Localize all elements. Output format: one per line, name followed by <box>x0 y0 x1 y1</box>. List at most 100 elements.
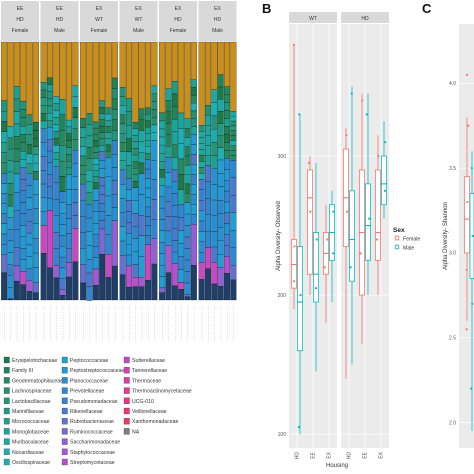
bar-segment <box>53 96 60 104</box>
bar-segment <box>72 202 79 216</box>
bar-segment <box>59 41 66 100</box>
bar-segment <box>190 102 197 112</box>
bar-segment <box>86 135 93 148</box>
bar-segment <box>32 282 39 293</box>
bar-segment <box>230 111 237 117</box>
bar-segment <box>80 215 87 233</box>
bar-segment <box>40 142 47 157</box>
bar-segment <box>217 135 224 148</box>
legend-swatch <box>3 448 10 455</box>
legend-label: Xanthomonadaceae <box>132 419 179 425</box>
legend-label: Saccharimonadaceae <box>70 440 120 446</box>
bar-segment <box>86 181 93 194</box>
bar-segment <box>26 173 33 186</box>
bar-segment <box>1 131 8 143</box>
bar-segment <box>145 216 151 227</box>
bar-segment <box>178 289 185 301</box>
bar-segment <box>111 154 118 168</box>
bar-segment <box>217 86 224 100</box>
facet-strip-label-2: WT <box>135 17 143 23</box>
bar-segment <box>132 128 139 136</box>
bar-segment <box>72 117 79 129</box>
bar-segment <box>145 187 151 198</box>
bar-segment <box>198 220 205 232</box>
bar-segment <box>47 186 53 199</box>
legend-label: Erysipelotrichaceae <box>12 358 57 364</box>
bar-segment <box>1 162 8 174</box>
bar-segment <box>40 120 47 129</box>
bar-segment <box>1 183 8 194</box>
facet-panel-bg <box>80 42 118 300</box>
bar-segment <box>86 231 93 246</box>
bar-segment <box>40 41 47 83</box>
bar-segment <box>59 114 66 131</box>
bar-segment <box>26 134 33 145</box>
bar-segment <box>184 118 191 129</box>
bar-segment <box>138 286 145 301</box>
bar-segment <box>138 277 145 287</box>
bar-segment <box>59 99 66 115</box>
data-point <box>323 266 326 269</box>
bar-segment <box>66 126 72 134</box>
bar-segment <box>205 268 211 301</box>
bar-segment <box>198 125 205 132</box>
bar-segment <box>72 139 79 151</box>
x-tick-label: EE <box>310 451 316 458</box>
bar-segment <box>132 181 139 188</box>
bar-segment <box>184 165 191 175</box>
bar-segment <box>165 172 172 188</box>
bar-segment <box>159 196 166 209</box>
bar-segment <box>230 155 237 161</box>
panel-letter-b: B <box>262 1 271 16</box>
bar-segment <box>92 176 99 183</box>
bar-segment <box>230 160 237 179</box>
bar-segment <box>92 223 99 235</box>
bar-segment <box>92 200 99 212</box>
legend-label: UCG-010 <box>132 399 154 405</box>
bar-segment <box>32 171 39 180</box>
bar-segment <box>138 194 145 216</box>
bar-segment <box>111 119 118 131</box>
bar-segment <box>99 203 106 212</box>
bar-segment <box>20 225 27 237</box>
data-point <box>292 43 296 46</box>
bar-segment <box>86 204 93 219</box>
bar-segment <box>145 146 151 154</box>
bar-segment <box>132 264 139 278</box>
bar-segment <box>132 154 139 162</box>
data-point <box>359 252 362 255</box>
data-point <box>466 200 469 204</box>
bar-segment <box>145 41 151 108</box>
bar-segment <box>86 217 93 232</box>
bar-segment <box>53 103 60 111</box>
bar-segment <box>198 155 205 162</box>
bar-segment <box>165 41 172 89</box>
facet-strip-label-2: HD <box>174 17 182 23</box>
bar-segment <box>217 99 224 112</box>
bar-segment <box>171 205 178 218</box>
bar-segment <box>211 155 218 169</box>
bar-segment <box>126 111 132 126</box>
bar-segment <box>132 161 139 169</box>
bar-segment <box>138 41 145 110</box>
legend-label: Veillonellaceae <box>132 409 167 415</box>
facet-strip-label: HD <box>361 16 369 22</box>
data-point <box>383 189 387 192</box>
bar-segment <box>165 272 172 301</box>
y-tick-label: 3.0 <box>449 251 456 257</box>
bar-segment <box>211 262 218 285</box>
bar-segment <box>66 119 72 128</box>
bar-segment <box>72 107 79 119</box>
legend-label: Lactobacillaceae <box>12 399 51 405</box>
bar-segment <box>66 218 72 234</box>
bar-segment <box>119 151 126 161</box>
legend-swatch <box>3 418 10 425</box>
bar-segment <box>105 138 112 146</box>
bar-segment <box>178 230 185 244</box>
facet-strip-3 <box>119 1 158 41</box>
facet-strip-0 <box>1 1 39 41</box>
bar-segment <box>126 178 132 190</box>
bar-segment <box>151 85 158 94</box>
facet-strip-label-3: Male <box>212 28 223 34</box>
bar-segment <box>40 211 47 226</box>
